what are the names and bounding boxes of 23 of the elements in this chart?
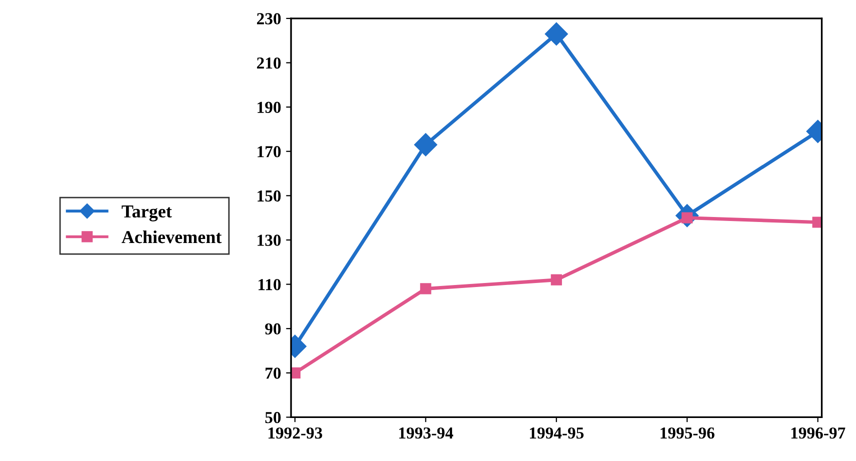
y-tick-label: 50 <box>265 412 281 424</box>
x-tick-label: 1994-95 <box>530 427 584 439</box>
y-tick-label: 210 <box>257 57 281 69</box>
x-tick-label: 1995-96 <box>660 427 714 439</box>
point <box>550 274 562 286</box>
x-tick-label: 1992-93 <box>268 427 322 439</box>
point <box>544 22 568 46</box>
point <box>291 367 301 378</box>
point <box>420 283 432 294</box>
y-tick-label: 150 <box>258 190 281 202</box>
y-tick-label: 130 <box>258 234 281 246</box>
x-tick-label: 1993-94 <box>399 427 454 439</box>
x-tick-label: 1996-97 <box>791 427 846 439</box>
legend-label: Target <box>122 206 172 222</box>
point <box>812 216 822 228</box>
legend-label: Achievement <box>122 230 222 244</box>
y-tick-label: 170 <box>258 146 281 158</box>
point <box>414 133 438 156</box>
y-tick-label: 90 <box>265 323 281 335</box>
y-tick-label: 110 <box>258 278 281 290</box>
y-tick-label: 190 <box>258 102 281 113</box>
y-tick-label: 230 <box>257 13 281 24</box>
y-tick-label: 70 <box>266 368 281 379</box>
